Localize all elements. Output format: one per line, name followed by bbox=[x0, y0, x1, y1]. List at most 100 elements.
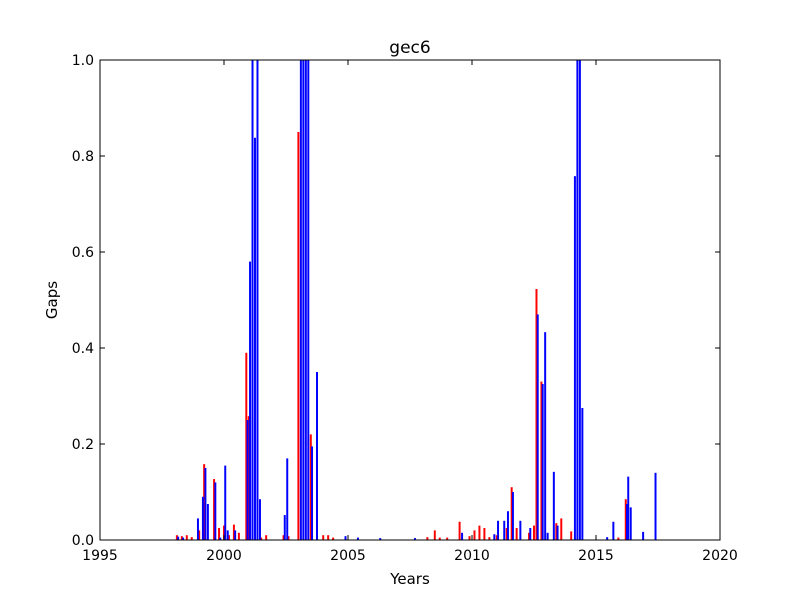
bar-series1-53 bbox=[654, 472, 657, 540]
bar-series1-14 bbox=[254, 137, 256, 540]
bar-series0-33 bbox=[495, 535, 498, 540]
bar-series1-52 bbox=[642, 531, 645, 540]
bar-series0-32 bbox=[488, 537, 491, 540]
bar-series1-29 bbox=[461, 532, 464, 540]
bar-series1-8 bbox=[224, 465, 227, 540]
bar-series0-27 bbox=[458, 521, 461, 540]
bar-series0-34 bbox=[505, 528, 508, 540]
bar-series0-3 bbox=[190, 537, 193, 540]
bar-series0-26 bbox=[446, 537, 449, 540]
bar-series0-43 bbox=[570, 531, 573, 540]
x-tick-label-5: 2020 bbox=[702, 548, 738, 564]
bar-series1-42 bbox=[556, 525, 559, 540]
bar-series1-49 bbox=[626, 504, 628, 540]
bar-series1-28 bbox=[413, 538, 416, 540]
bar-series0-8 bbox=[223, 525, 225, 540]
bar-series1-1 bbox=[182, 537, 185, 540]
bar-series0-4 bbox=[198, 530, 201, 540]
bar-series0-1 bbox=[180, 536, 183, 540]
bar-series0-41 bbox=[555, 523, 558, 540]
bar-series1-50 bbox=[627, 476, 630, 540]
bar-series0-42 bbox=[560, 518, 563, 540]
bar-series1-45 bbox=[578, 60, 581, 540]
bar-series1-32 bbox=[503, 520, 506, 540]
bar-series0-12 bbox=[245, 352, 248, 540]
y-tick-label-0: 0.0 bbox=[72, 533, 94, 549]
bar-series1-9 bbox=[226, 530, 229, 540]
bar-series1-10 bbox=[234, 530, 237, 540]
bar-series1-17 bbox=[283, 515, 286, 540]
bar-series1-44 bbox=[576, 60, 579, 540]
bar-series1-7 bbox=[219, 537, 222, 540]
bar-series1-43 bbox=[573, 176, 576, 540]
bar-series1-27 bbox=[379, 538, 382, 540]
plot-frame bbox=[99, 59, 721, 541]
bar-series0-14 bbox=[260, 537, 263, 540]
bar-series0-31 bbox=[483, 528, 486, 540]
bar-series0-2 bbox=[185, 535, 188, 540]
bar-series1-18 bbox=[286, 458, 289, 540]
bar-series1-11 bbox=[246, 420, 249, 540]
bar-series1-24 bbox=[316, 372, 318, 540]
bar-series0-40 bbox=[540, 381, 543, 540]
bar-series1-0 bbox=[177, 536, 180, 540]
y-tick-label-1: 0.2 bbox=[72, 437, 94, 453]
bar-series1-19 bbox=[299, 60, 302, 540]
bar-series0-7 bbox=[218, 528, 221, 540]
bar-series1-40 bbox=[546, 532, 549, 540]
bar-series1-21 bbox=[304, 60, 307, 540]
bar-series0-23 bbox=[426, 537, 429, 540]
y-axis-ticks: 0.0 0.2 0.4 0.6 0.8 1.0 bbox=[72, 53, 720, 549]
chart-title: gec6 bbox=[389, 38, 430, 58]
y-tick-label-2: 0.4 bbox=[72, 341, 94, 357]
bars-group bbox=[175, 60, 657, 540]
bar-series1-23 bbox=[311, 446, 314, 540]
bar-series0-13 bbox=[247, 416, 250, 540]
y-axis-label: Gaps bbox=[43, 281, 61, 319]
x-axis-ticks: 1995 2000 2005 2010 2015 2020 bbox=[82, 60, 738, 564]
bar-series1-3 bbox=[201, 496, 204, 540]
bar-series1-33 bbox=[506, 511, 509, 540]
x-tick-label-3: 2010 bbox=[454, 548, 490, 564]
bar-series0-29 bbox=[473, 530, 476, 540]
bar-series1-38 bbox=[541, 384, 544, 540]
bar-series1-4 bbox=[204, 468, 207, 540]
y-tick-label-4: 0.8 bbox=[72, 149, 94, 165]
bar-series0-10 bbox=[232, 524, 235, 540]
bar-series1-15 bbox=[256, 60, 259, 540]
bar-series1-5 bbox=[206, 504, 209, 540]
bar-series0-24 bbox=[433, 530, 436, 540]
bar-series0-25 bbox=[438, 537, 441, 540]
bar-series0-35 bbox=[510, 487, 513, 540]
bar-series1-25 bbox=[344, 536, 347, 540]
bar-series0-28 bbox=[468, 536, 471, 540]
x-tick-label-1: 2000 bbox=[206, 548, 242, 564]
bar-series0-15 bbox=[265, 535, 268, 540]
bar-series0-36 bbox=[515, 528, 518, 540]
bar-series1-41 bbox=[552, 471, 555, 540]
bar-series0-0 bbox=[175, 535, 178, 540]
bar-series0-5 bbox=[203, 464, 206, 540]
bar-series0-21 bbox=[327, 535, 330, 540]
bar-series1-2 bbox=[196, 518, 199, 540]
bar-series1-48 bbox=[612, 521, 615, 540]
bar-series1-37 bbox=[536, 314, 539, 540]
bar-series0-18 bbox=[297, 132, 300, 540]
bar-series0-39 bbox=[535, 288, 538, 540]
bar-series1-47 bbox=[606, 537, 609, 540]
x-tick-label-2: 2005 bbox=[330, 548, 366, 564]
bar-series1-31 bbox=[497, 520, 500, 540]
x-tick-label-4: 2015 bbox=[578, 548, 614, 564]
x-axis-label: Years bbox=[389, 570, 430, 588]
y-tick-label-3: 0.6 bbox=[72, 245, 94, 261]
bar-series1-39 bbox=[544, 332, 547, 540]
bar-series0-45 bbox=[624, 499, 627, 540]
bar-series1-26 bbox=[356, 537, 359, 540]
bar-series0-19 bbox=[309, 434, 312, 540]
bar-series1-13 bbox=[251, 60, 254, 540]
bar-series0-16 bbox=[282, 535, 285, 540]
bar-series1-12 bbox=[249, 261, 252, 540]
y-tick-label-5: 1.0 bbox=[72, 53, 94, 69]
bar-series1-20 bbox=[302, 60, 305, 540]
